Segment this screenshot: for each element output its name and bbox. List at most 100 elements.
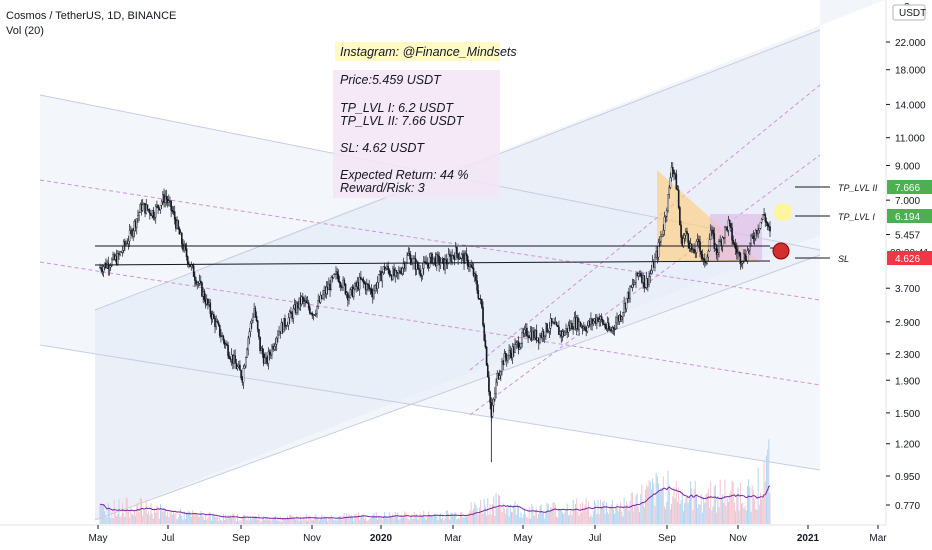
volume-bar — [529, 518, 531, 524]
candle-body — [227, 344, 229, 357]
candle-body — [498, 375, 501, 379]
volume-bar — [762, 494, 764, 524]
volume-bar — [564, 511, 566, 524]
candle-body — [389, 274, 392, 276]
volume-bar — [695, 494, 697, 524]
volume-bar — [461, 511, 463, 524]
candle-body — [526, 327, 528, 336]
volume-bar — [327, 520, 329, 524]
volume-bar — [663, 506, 665, 524]
volume-bar — [258, 514, 260, 524]
volume-indicator-label[interactable]: Vol (20) — [6, 25, 44, 37]
candle-body — [449, 254, 451, 256]
volume-bar — [221, 521, 223, 524]
volume-bar — [227, 514, 229, 524]
price-axis[interactable]: 22.000 18.000 14.000 11.000 9.000 7.000 5.457 3… — [885, 0, 932, 525]
candle-body — [141, 204, 144, 211]
price-tick-label: 0.950 — [895, 472, 920, 483]
candle-body — [317, 300, 319, 307]
candle-body — [539, 335, 541, 344]
candle-body — [250, 319, 253, 324]
price-badge — [887, 251, 932, 265]
volume-bar — [665, 508, 667, 524]
volume-bar — [251, 518, 253, 524]
candle-body — [127, 240, 130, 244]
candle-body — [274, 344, 277, 347]
volume-bar — [590, 514, 592, 524]
candle-body — [284, 318, 286, 327]
volume-bar — [366, 521, 368, 524]
candle-body — [243, 365, 246, 369]
volume-bar — [331, 518, 333, 524]
currency-badge[interactable] — [892, 4, 926, 21]
candle-body — [765, 221, 768, 223]
volume-bar — [667, 470, 669, 524]
volume-bar — [686, 496, 688, 524]
candle-body — [269, 354, 272, 356]
volume-bar — [768, 439, 770, 524]
candle-body — [492, 399, 495, 406]
volume-bar — [177, 516, 179, 524]
candle-body — [661, 234, 663, 237]
candle-body — [333, 273, 336, 275]
volume-bar — [301, 520, 303, 524]
candle-body — [662, 230, 665, 235]
volume-bar — [337, 517, 339, 524]
volume-bar — [101, 505, 103, 524]
candle-body — [336, 271, 338, 275]
volume-bar — [222, 513, 224, 524]
candle-body — [683, 235, 686, 239]
stop-loss-marker[interactable] — [772, 242, 790, 260]
candle-body — [240, 370, 242, 379]
volume-bar — [439, 513, 441, 524]
volume-bar — [197, 516, 199, 524]
volume-bar — [248, 520, 250, 524]
time-axis[interactable]: May Jul Sep Nov 2020 Mar May Jul Sep Nov 2021 Mar — [0, 524, 887, 544]
volume-bar — [559, 510, 561, 524]
volume-bar — [704, 502, 706, 524]
candle-body — [664, 216, 667, 218]
volume-bar — [637, 507, 639, 524]
volume-bar — [519, 517, 521, 524]
candle-body — [153, 216, 156, 219]
volume-bar — [492, 504, 494, 524]
volume-bar — [688, 496, 690, 524]
volume-bar — [253, 517, 255, 524]
volume-bar — [407, 519, 409, 524]
volume-bar — [216, 516, 218, 524]
volume-bar — [419, 512, 421, 524]
candle-body — [690, 243, 693, 251]
candle-body — [460, 254, 463, 259]
candle-body — [634, 282, 636, 285]
volume-bar — [178, 513, 180, 524]
candle-body — [556, 324, 559, 328]
trade-note[interactable]: Instagram: @Finance_Mindsets Price:5.459… — [333, 42, 517, 198]
volume-bar — [629, 501, 631, 524]
volume-bar — [767, 449, 769, 524]
volume-bar — [635, 494, 637, 524]
target-marker[interactable] — [774, 203, 792, 221]
volume-bar — [554, 504, 556, 524]
candle-body — [285, 326, 287, 328]
trade-note-background — [333, 70, 500, 198]
candle-body — [452, 255, 455, 257]
volume-bar — [457, 517, 459, 524]
candle-body — [739, 253, 742, 265]
candle-body — [679, 207, 681, 226]
volume-bar — [183, 511, 185, 524]
volume-bar — [386, 516, 388, 524]
volume-bar — [136, 503, 138, 524]
volume-bar — [393, 518, 395, 524]
volume-bar — [145, 499, 147, 524]
volume-bar — [524, 508, 526, 524]
candle-body — [111, 258, 113, 266]
volume-bar — [311, 519, 313, 524]
volume-bar — [257, 519, 259, 524]
volume-bar — [668, 485, 670, 524]
candle-body — [611, 327, 614, 331]
volume-bar — [661, 488, 663, 524]
volume-bar — [565, 510, 567, 524]
time-tick-label: Sep — [232, 533, 250, 544]
volume-bar — [454, 513, 456, 524]
